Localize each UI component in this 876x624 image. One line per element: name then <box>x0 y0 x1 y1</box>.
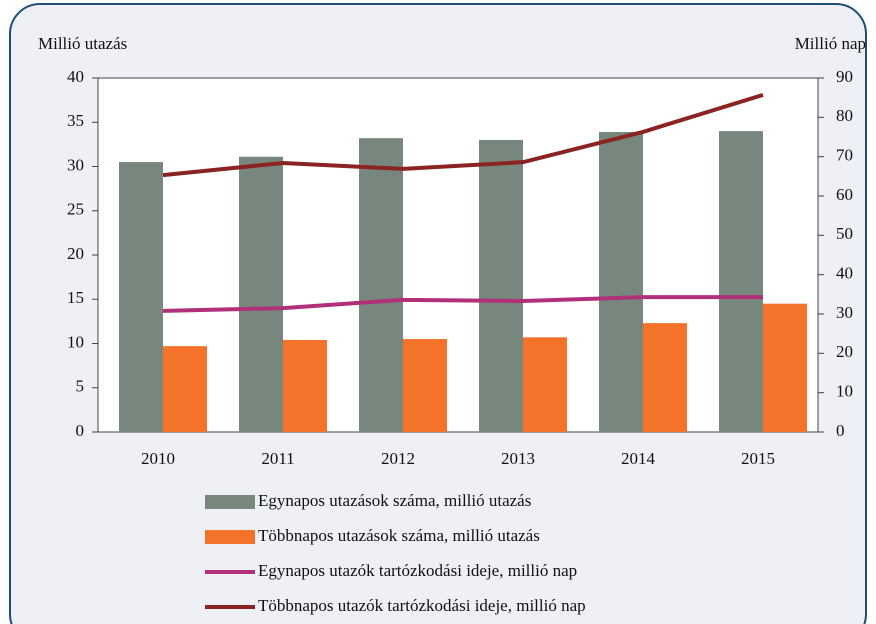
bar <box>479 139 523 432</box>
legend-label: Egynapos utazások száma, millió utazás <box>258 491 531 510</box>
x-tick-label: 2011 <box>261 449 294 468</box>
plot-area <box>97 77 819 433</box>
y-tick-label: 10 <box>67 332 84 351</box>
legend-label: Egynapos utazók tartózkodási ideje, mill… <box>258 561 577 580</box>
bar <box>523 337 567 432</box>
bar <box>163 346 207 432</box>
bar <box>763 303 807 432</box>
bar <box>119 162 163 432</box>
bar <box>239 156 283 432</box>
y-tick-label: 5 <box>76 377 85 396</box>
y2-tick-label: 80 <box>836 106 853 125</box>
y-tick-label: 15 <box>67 288 84 307</box>
legend-swatch <box>205 530 255 544</box>
legend-label: Többnapos utazások száma, millió utazás <box>258 526 540 545</box>
x-tick-label: 2015 <box>741 449 775 468</box>
bar <box>403 339 447 432</box>
y-tick-label: 20 <box>67 244 84 263</box>
bar <box>719 131 763 432</box>
y2-axis-label: Millió nap <box>795 34 866 53</box>
x-tick-label: 2010 <box>141 449 175 468</box>
line <box>162 295 763 313</box>
x-tick-label: 2014 <box>621 449 656 468</box>
legend-label: Többnapos utazók tartózkodási ideje, mil… <box>258 596 586 615</box>
bar <box>643 323 687 432</box>
y-axis-label: Millió utazás <box>38 34 127 53</box>
x-tick-label: 2013 <box>501 449 535 468</box>
bar <box>283 339 327 432</box>
y2-tick-label: 60 <box>836 185 853 204</box>
y-tick-label: 30 <box>67 155 84 174</box>
y2-tick-label: 70 <box>836 146 853 165</box>
y2-tick-label: 10 <box>836 382 853 401</box>
x-tick-label: 2012 <box>381 449 415 468</box>
y-tick-label: 0 <box>76 421 85 440</box>
y-tick-label: 35 <box>67 111 84 130</box>
bar <box>359 138 403 432</box>
y2-tick-label: 20 <box>836 342 853 361</box>
y-tick-label: 25 <box>67 200 84 219</box>
y2-tick-label: 0 <box>836 421 845 440</box>
legend-swatch <box>205 495 255 509</box>
line <box>162 93 764 178</box>
y2-tick-label: 50 <box>836 224 853 243</box>
y2-tick-label: 90 <box>836 67 853 86</box>
bar <box>599 131 643 433</box>
y-tick-label: 40 <box>67 67 84 86</box>
y2-tick-label: 30 <box>836 303 853 322</box>
y2-tick-label: 40 <box>836 264 853 283</box>
